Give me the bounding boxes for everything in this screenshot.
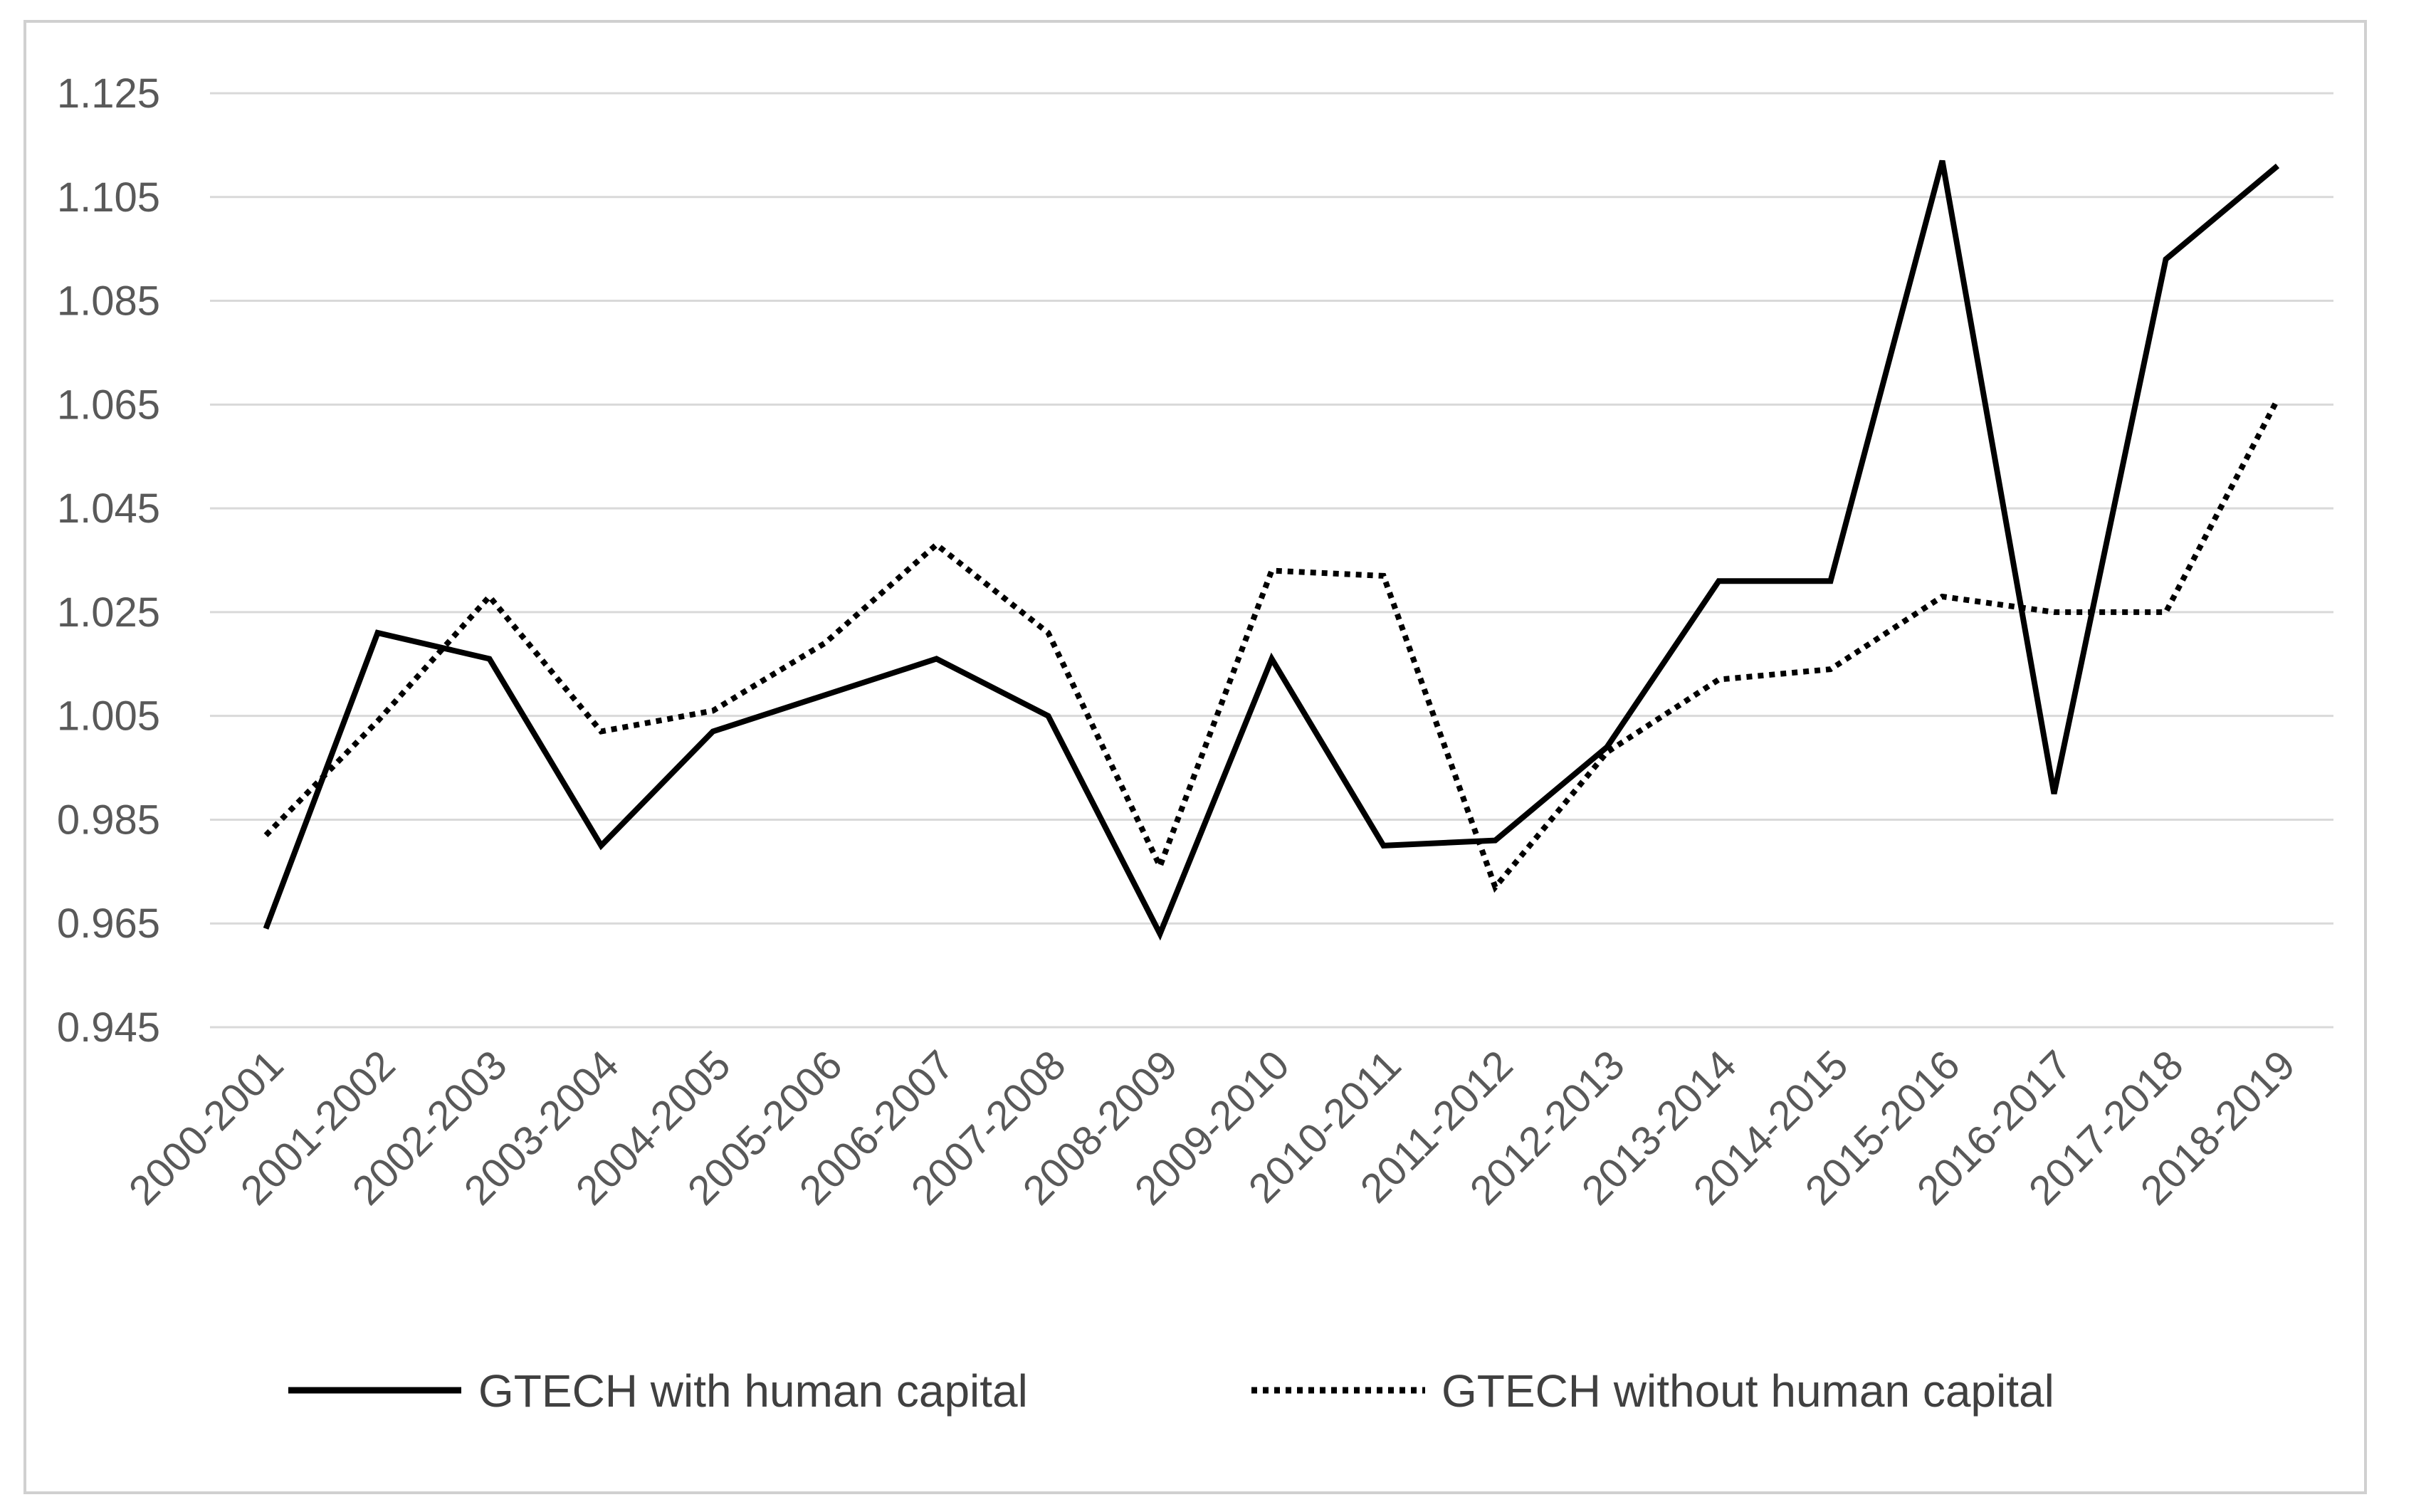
y-tick-label: 1.125 — [57, 70, 160, 117]
series-lines — [263, 159, 2281, 941]
y-tick-label: 1.105 — [57, 174, 160, 221]
chart-border — [23, 20, 2367, 1494]
y-tick-label: 1.085 — [57, 278, 160, 325]
y-axis-ticks: 0.945 0.965 0.985 1.005 1.025 1.045 1.065 1.085… — [57, 70, 160, 1051]
y-tick-label: 0.945 — [57, 1004, 160, 1051]
y-tick-label: 1.025 — [57, 589, 160, 636]
y-tick-label: 1.005 — [57, 693, 160, 740]
legend: GTECH with human capital GTECH without h… — [288, 1365, 2054, 1417]
legend-label-with-human-capital: GTECH with human capital — [478, 1365, 1028, 1417]
y-tick-label: 1.065 — [57, 382, 160, 428]
series-line-without-human-capital — [263, 398, 2281, 893]
y-tick-label: 1.045 — [57, 485, 160, 532]
gridlines — [210, 92, 2333, 1029]
y-tick-label: 0.965 — [57, 901, 160, 947]
series-line-with-human-capital — [263, 159, 2280, 941]
legend-label-without-human-capital: GTECH without human capital — [1442, 1365, 2054, 1417]
y-tick-label: 0.985 — [57, 797, 160, 843]
